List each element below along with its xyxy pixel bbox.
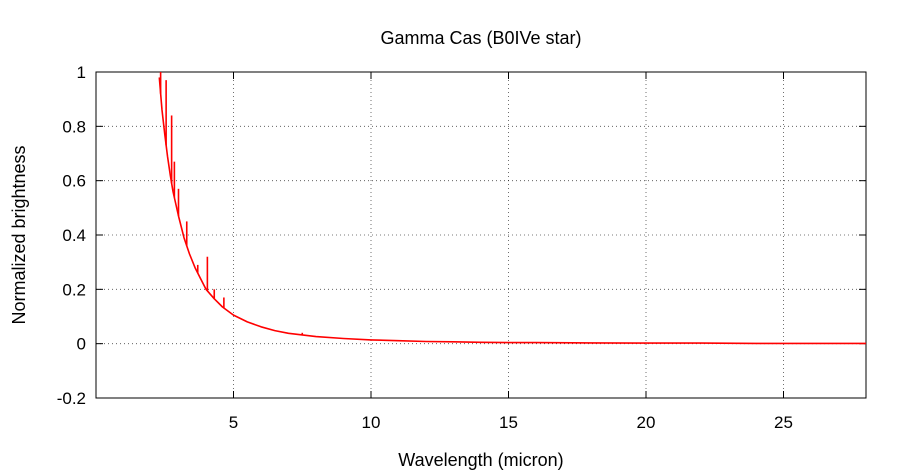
x-axis-title: Wavelength (micron)	[398, 450, 563, 470]
y-axis-title: Normalized brightness	[9, 145, 29, 324]
spectrum-line	[158, 77, 866, 345]
y-tick-label: 0.8	[62, 117, 86, 136]
x-tick-label: 20	[637, 413, 656, 432]
grid	[96, 72, 866, 398]
x-tick-label: 15	[499, 413, 518, 432]
series-layer	[158, 72, 866, 345]
x-tick-label: 10	[362, 413, 381, 432]
y-tick-label: 0.2	[62, 280, 86, 299]
y-tick-label: 0	[77, 335, 86, 354]
y-tick-label: -0.2	[57, 389, 86, 408]
y-tick-label: 1	[77, 63, 86, 82]
y-tick-label: 0.4	[62, 226, 86, 245]
x-tick-label: 5	[229, 413, 238, 432]
y-tick-label: 0.6	[62, 172, 86, 191]
tick-labels: 5 10 15 20 25 -0.2 0 0.2 0.4 0.6 0.8 1	[57, 63, 793, 432]
x-tick-label: 25	[774, 413, 793, 432]
ticks	[96, 71, 866, 399]
chart-title: Gamma Cas (B0IVe star)	[380, 28, 581, 48]
